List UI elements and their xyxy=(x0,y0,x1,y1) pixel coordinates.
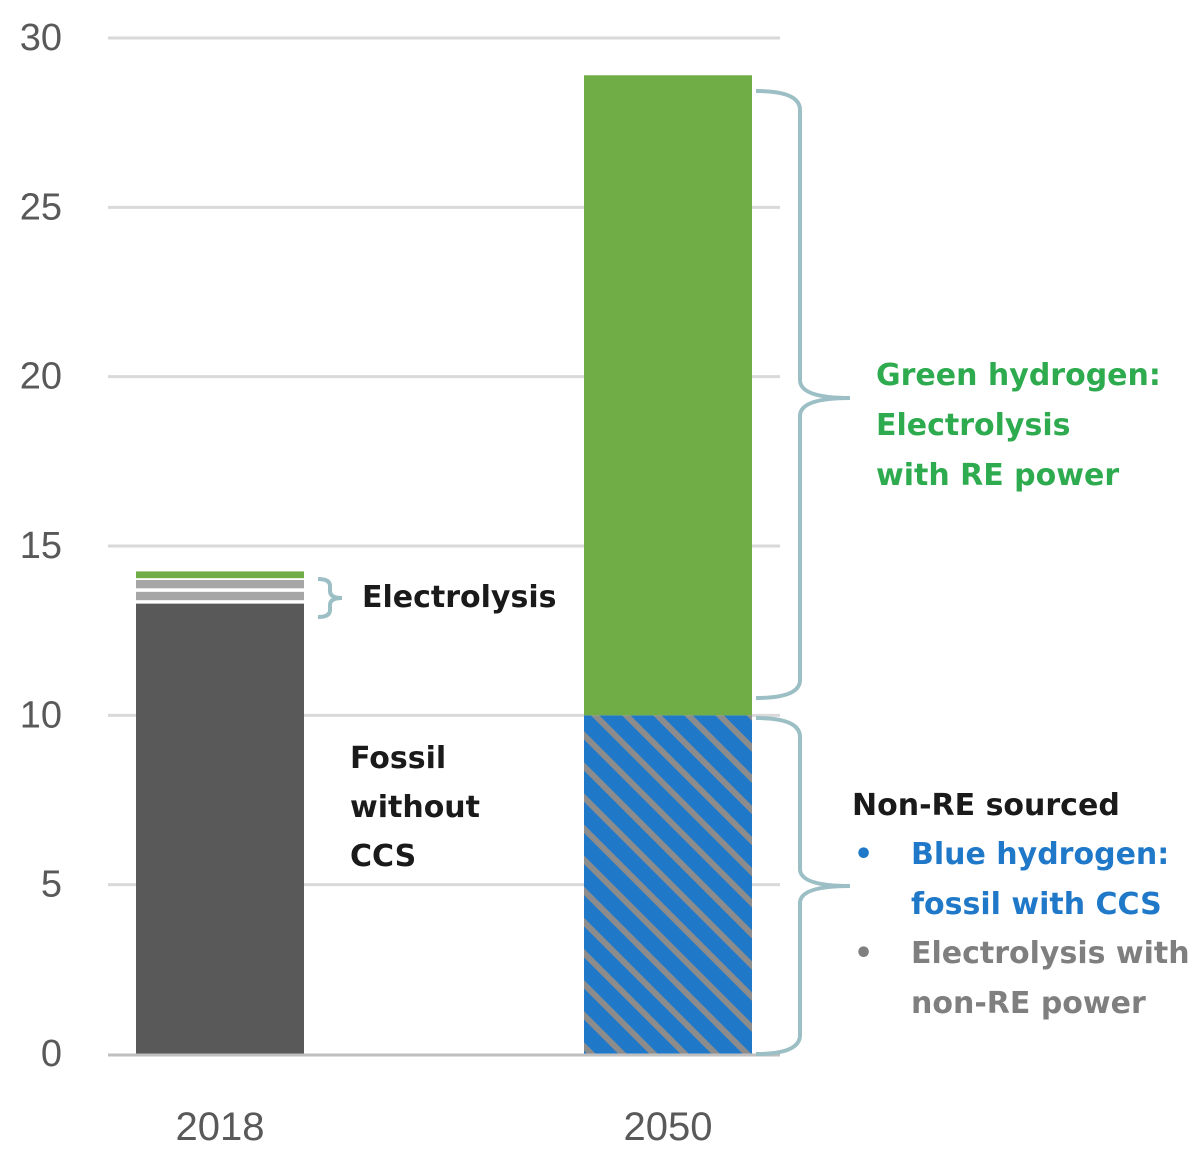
x-category-label-2050: 2050 xyxy=(624,1105,713,1149)
annotation-blue-line-1: Blue hydrogen: xyxy=(911,837,1169,872)
y-tick-label-15: 15 xyxy=(20,525,62,567)
bar-2018-segment-0 xyxy=(136,603,304,1054)
annotation-green-line-1: Green hydrogen: xyxy=(876,358,1161,393)
y-axis-tick-labels: 0 5 10 15 20 25 30 xyxy=(20,17,62,1075)
bar-2018-segment-1 xyxy=(136,600,304,604)
y-tick-label-30: 30 xyxy=(20,17,62,59)
annotation-electrolysis-non-re: • Electrolysis with non-RE power xyxy=(854,936,1190,1021)
annotation-blue-hydrogen: • Blue hydrogen: fossil with CCS xyxy=(854,837,1169,922)
x-category-label-2018: 2018 xyxy=(176,1105,265,1149)
annotation-fossil-line-1: Fossil xyxy=(350,741,446,776)
annotation-blue-line-2: fossil with CCS xyxy=(911,887,1162,922)
bar-2050-segment-8 xyxy=(584,75,752,716)
y-tick-label-10: 10 xyxy=(20,694,62,736)
annotation-fossil-without-ccs: Fossil without CCS xyxy=(350,741,480,874)
bar-2018-segment-2 xyxy=(136,591,304,601)
annotation-green-line-3: with RE power xyxy=(876,458,1119,493)
x-axis-category-labels: 2018 2050 xyxy=(176,1105,713,1149)
annotation-grey-line-1: Electrolysis with xyxy=(911,936,1190,971)
annotation-non-re-heading: Non-RE sourced xyxy=(852,788,1120,823)
annotation-grey-line-2: non-RE power xyxy=(911,986,1146,1021)
annotation-green-hydrogen: Green hydrogen: Electrolysis with RE pow… xyxy=(876,358,1161,493)
brace-electrolysis-2018 xyxy=(317,577,343,619)
y-tick-label-25: 25 xyxy=(20,186,62,228)
bullet-blue: • xyxy=(854,837,873,872)
bar-2018-segment-6 xyxy=(136,571,304,579)
bar-2018-segment-4 xyxy=(136,579,304,589)
annotation-electrolysis-2018: Electrolysis xyxy=(362,580,557,615)
annotation-green-line-2: Electrolysis xyxy=(876,408,1071,443)
y-tick-label-20: 20 xyxy=(20,356,62,398)
bar-2018-segment-3 xyxy=(136,588,304,592)
annotation-fossil-line-2: without xyxy=(350,790,480,825)
y-tick-label-5: 5 xyxy=(41,864,62,906)
brace-non-re xyxy=(755,716,851,1056)
annotation-fossil-line-3: CCS xyxy=(350,839,416,874)
bar-2018-segment-5 xyxy=(136,578,304,580)
bar-2050-segment-7 xyxy=(584,715,752,1054)
brace-green-hydrogen xyxy=(755,89,851,700)
bars xyxy=(136,75,752,1054)
y-tick-label-0: 0 xyxy=(41,1033,62,1075)
bullet-grey: • xyxy=(854,936,873,971)
